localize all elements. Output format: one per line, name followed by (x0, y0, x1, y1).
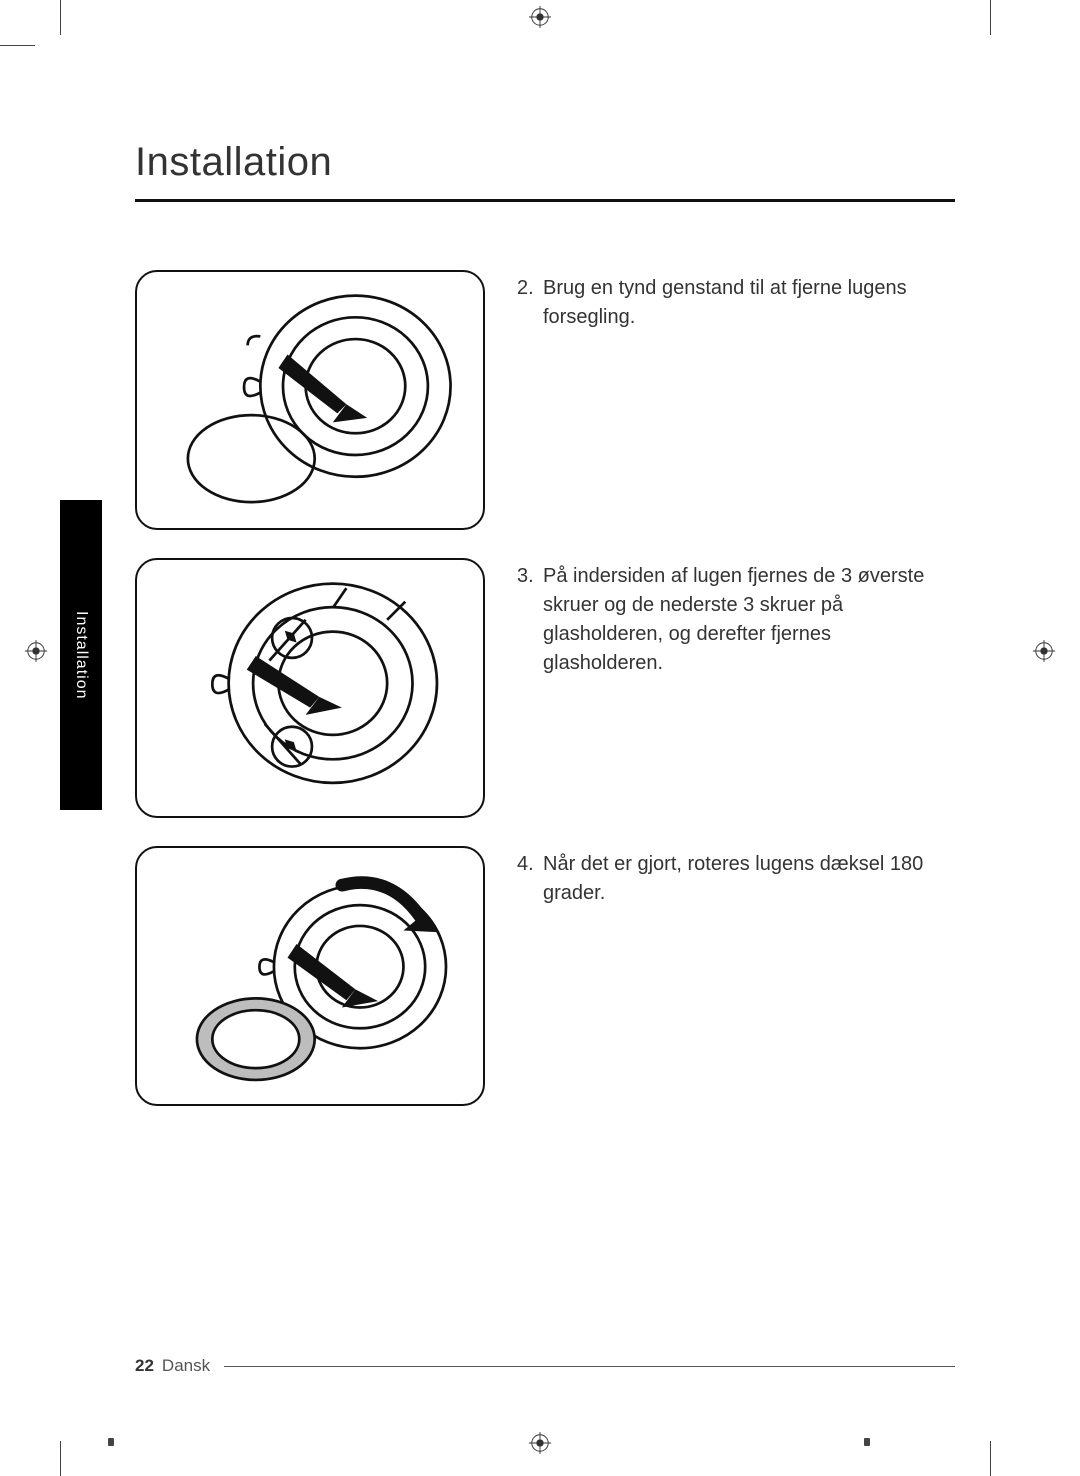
step-figure (135, 558, 485, 818)
footer-rule (224, 1366, 955, 1367)
section-side-tab: Installation (60, 500, 102, 810)
crop-mark (60, 0, 61, 35)
step-item: 3. På indersiden af lugen fjernes de 3 ø… (135, 558, 955, 818)
step-figure (135, 846, 485, 1106)
registration-mark-icon (529, 1432, 551, 1454)
page-footer: 22 Dansk (135, 1356, 955, 1376)
crop-mark (60, 1441, 61, 1476)
side-tab-label: Installation (72, 611, 90, 700)
step-text: 2. Brug en tynd genstand til at fjerne l… (517, 270, 955, 332)
screw-removal-icon (151, 570, 469, 806)
step-text: 3. På indersiden af lugen fjernes de 3 ø… (517, 558, 955, 678)
registration-mark-icon (1033, 640, 1055, 662)
step-item: 2. Brug en tynd genstand til at fjerne l… (135, 270, 955, 530)
page-title: Installation (135, 140, 955, 202)
step-number: 2. (517, 274, 543, 332)
step-item: 4. Når det er gjort, roteres lugens dæks… (135, 846, 955, 1106)
content-area: Installation (135, 140, 955, 202)
manual-page: Installation Installation (0, 0, 1080, 1476)
crop-mark (990, 0, 991, 35)
step-text: 4. Når det er gjort, roteres lugens dæks… (517, 846, 955, 908)
page-number: 22 (135, 1356, 154, 1376)
step-number: 3. (517, 562, 543, 678)
crop-mark (0, 45, 35, 46)
step-number: 4. (517, 850, 543, 908)
door-seal-removal-icon (151, 282, 469, 518)
registration-mark-icon (25, 640, 47, 662)
step-body: På indersiden af lugen fjernes de 3 øver… (543, 562, 955, 678)
printer-mark (108, 1438, 114, 1446)
printer-mark (864, 1438, 870, 1446)
page-language: Dansk (162, 1356, 210, 1376)
registration-mark-icon (529, 6, 551, 28)
steps-list: 2. Brug en tynd genstand til at fjerne l… (135, 270, 955, 1134)
step-body: Når det er gjort, roteres lugens dæksel … (543, 850, 955, 908)
rotate-cover-icon (151, 858, 469, 1094)
step-figure (135, 270, 485, 530)
crop-mark (990, 1441, 991, 1476)
step-body: Brug en tynd genstand til at fjerne luge… (543, 274, 955, 332)
